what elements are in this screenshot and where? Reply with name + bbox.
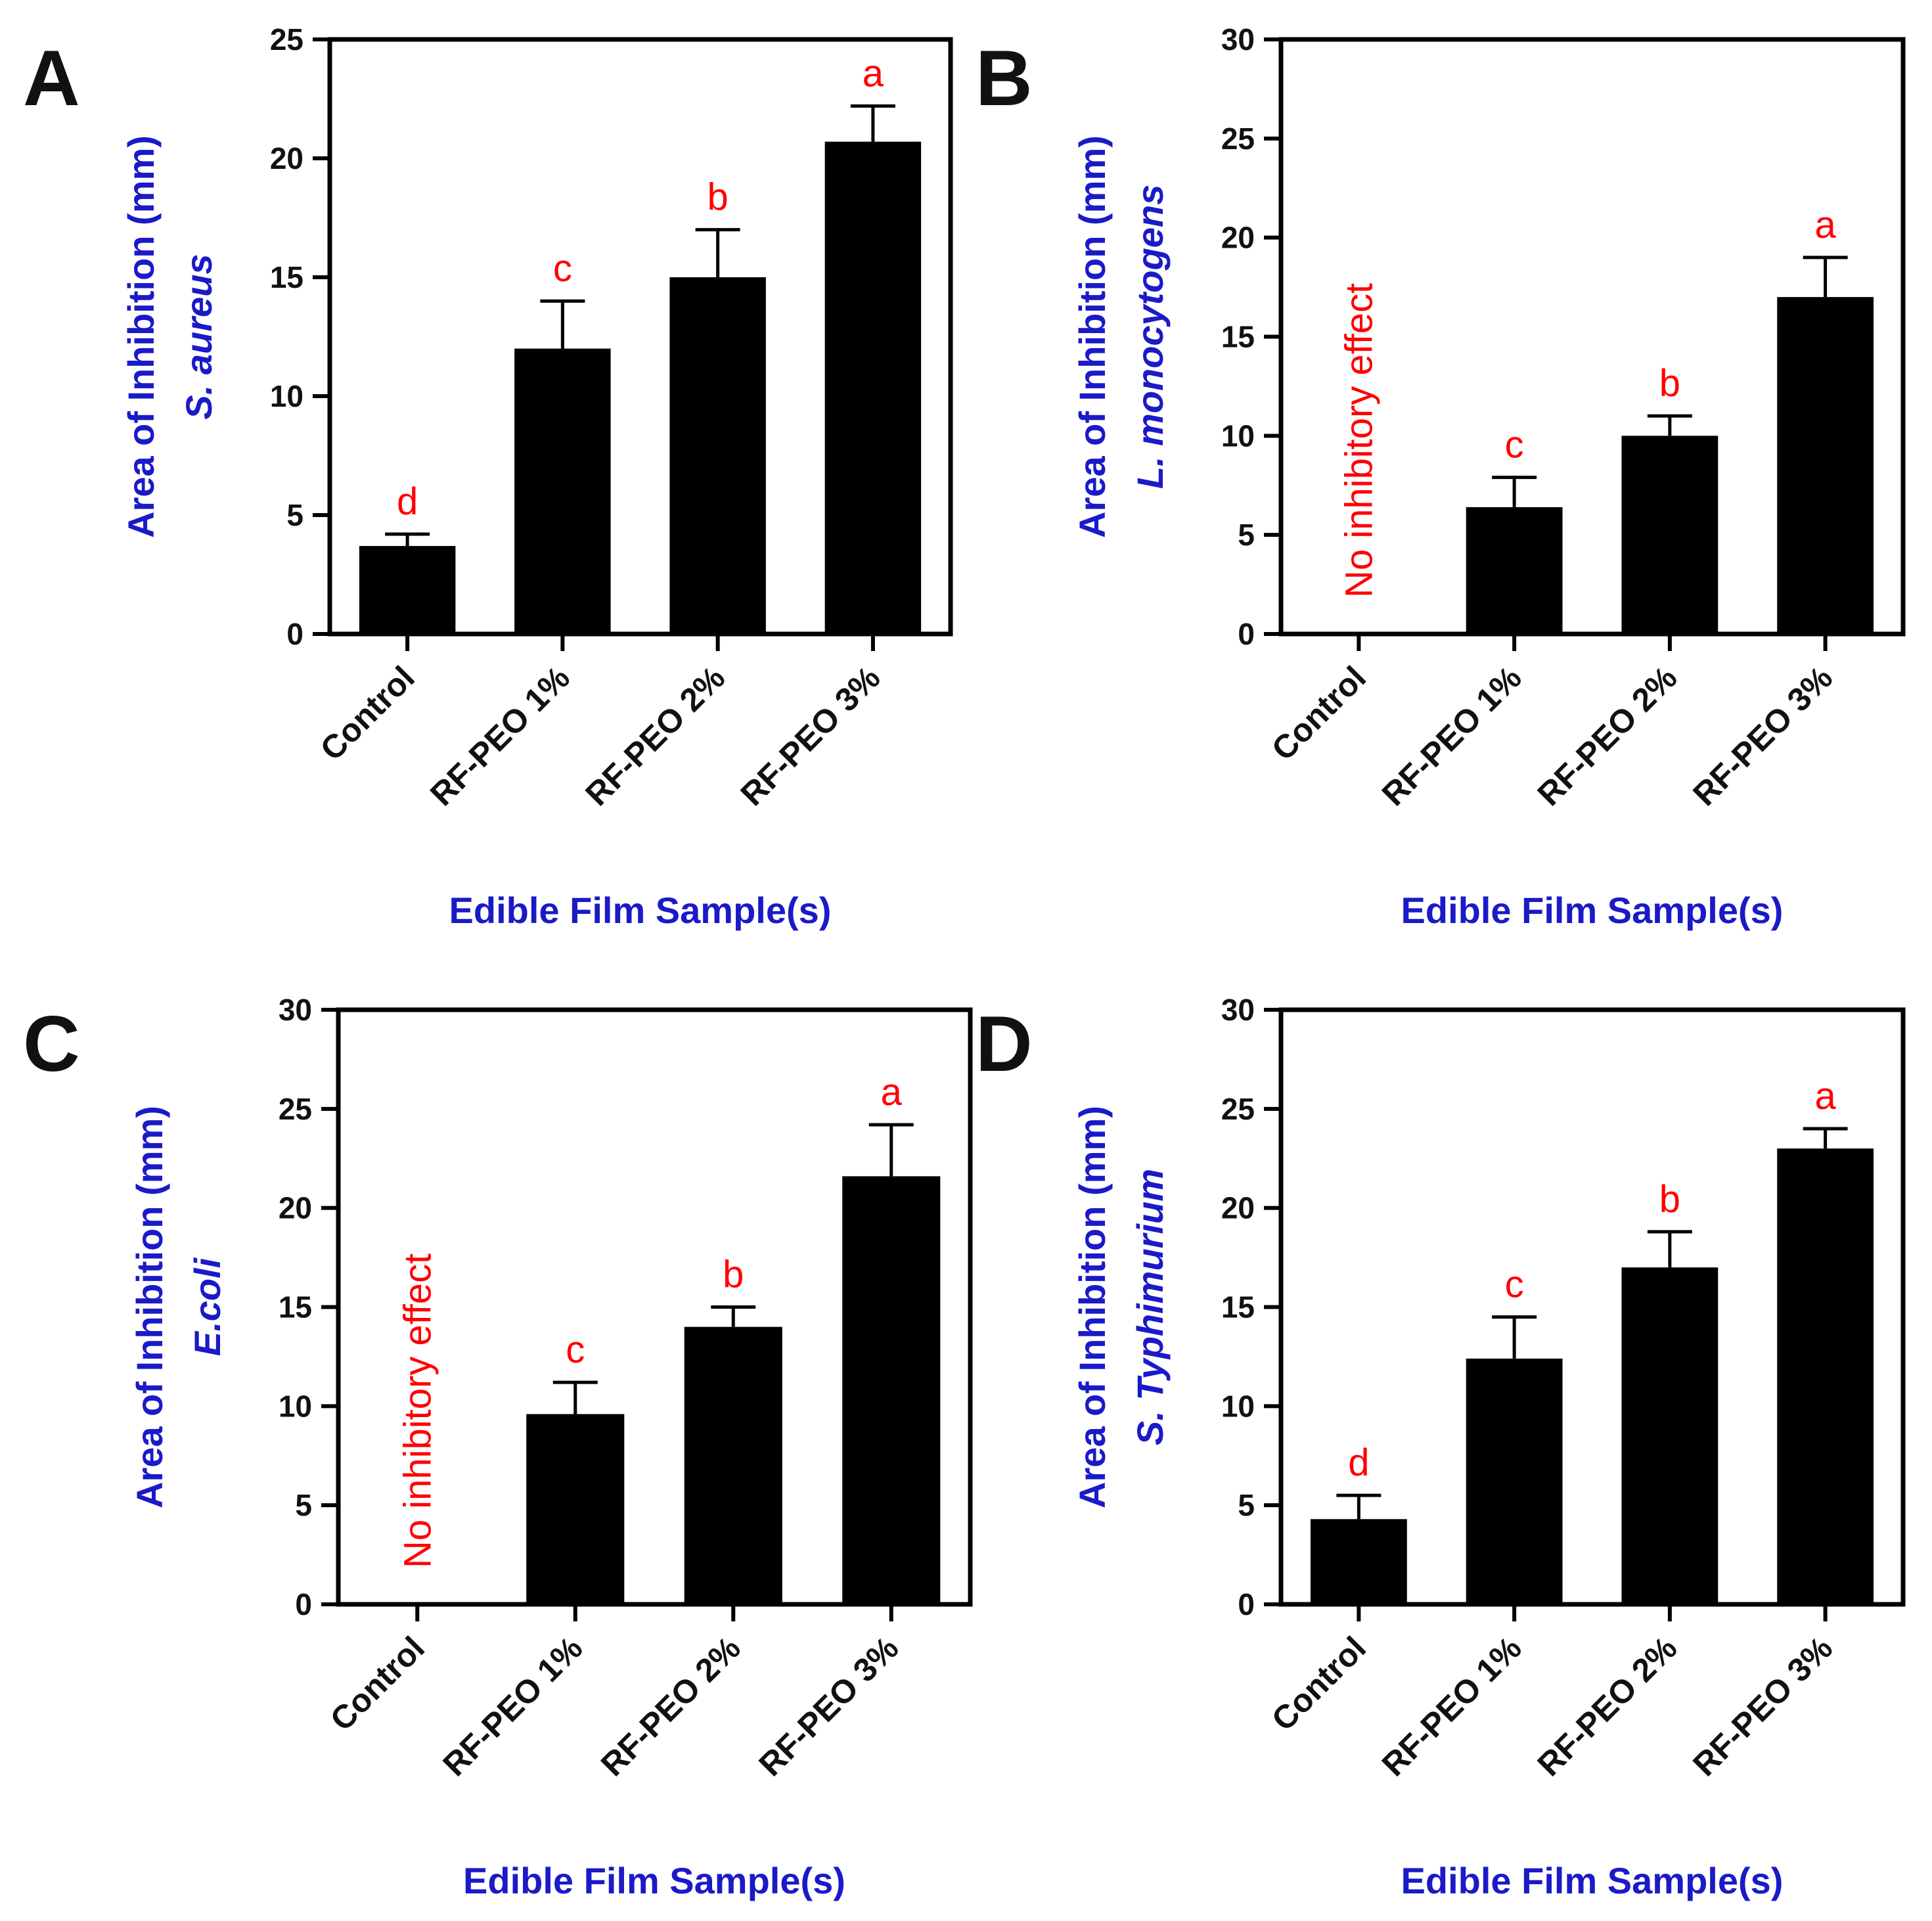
chart-panel-b: B 0 5 10 15 20 25 30 Control c RF-PEO 1% b RF-PEO 2%… [976,22,1906,931]
y-tick-label: 0 [295,1587,312,1621]
y-tick-label: 30 [279,993,312,1027]
y-axis-organism: L. monocytogens [1129,185,1171,489]
plot-frame [327,37,953,637]
significance-letter: a [1814,204,1836,246]
significance-letter: b [1659,1178,1680,1221]
y-tick-label: 20 [1221,1191,1255,1225]
significance-letter: c [553,247,572,290]
y-tick-label: 25 [279,1092,312,1126]
y-tick-label: 10 [279,1389,312,1423]
y-tick-label: 0 [1238,617,1255,651]
x-axis-title: Edible Film Sample(s) [1401,890,1784,931]
category-label: RF-PEO 3% [1686,1629,1839,1783]
bar-rf-peo-3- [824,141,922,634]
bar-rf-peo-1- [514,348,611,634]
y-tick-label: 15 [1221,320,1255,354]
y-tick-label: 20 [1221,221,1255,255]
y-tick-label: 30 [1221,22,1255,56]
bar-rf-peo-1- [526,1414,625,1604]
bar-rf-peo-1- [1466,1358,1563,1604]
y-tick-label: 0 [1238,1587,1255,1621]
y-tick-label: 5 [295,1488,312,1522]
y-tick-label: 15 [1221,1290,1255,1324]
y-axis-organism: E.coli [187,1257,228,1356]
category-label: RF-PEO 3% [1686,659,1839,813]
category-label: RF-PEO 1% [436,1629,589,1783]
category-label: RF-PEO 3% [734,659,887,813]
y-tick-label: 25 [270,22,303,56]
significance-letter: d [397,480,418,523]
y-tick-label: 20 [279,1191,312,1225]
y-tick-label: 15 [279,1290,312,1324]
y-tick-label: 20 [270,141,303,175]
significance-letter: a [863,52,884,95]
bar-rf-peo-3- [842,1176,941,1604]
significance-letter: c [566,1328,585,1371]
bar-rf-peo-3- [1777,297,1874,635]
significance-letter: c [1505,424,1524,466]
y-tick-label: 15 [270,260,303,294]
chart-panel-d: D 0 5 10 15 20 25 30 d Control c RF-PEO 1% b RF-PEO 2… [976,993,1906,1901]
category-label: Control [1265,1629,1373,1738]
y-axis-organism: S. aureus [178,254,219,419]
panel-letter: C [23,1000,80,1088]
significance-letter: c [1505,1263,1524,1306]
y-axis-organism: S. Typhimurium [1129,1169,1171,1445]
y-tick-label: 25 [1221,122,1255,156]
y-axis-title: Area of Inhibition (mm) [1071,1106,1113,1508]
no-effect-note: No inhibitory effect [396,1254,439,1568]
y-tick-label: 5 [286,498,303,532]
significance-letter: b [1659,362,1680,405]
panel-letter: A [23,34,80,122]
y-axis-title: Area of Inhibition (mm) [120,135,162,538]
y-tick-label: 5 [1238,1488,1255,1522]
significance-letter: b [707,176,728,219]
bar-rf-peo-2- [1621,1267,1719,1604]
y-axis-title: Area of Inhibition (mm) [129,1106,170,1508]
y-tick-label: 30 [1221,993,1255,1027]
bar-rf-peo-2- [1621,436,1719,634]
y-tick-label: 0 [286,617,303,651]
chart-panel-c: C 0 5 10 15 20 25 30 Control c RF-PEO 1% b RF-PEO 2%… [23,993,973,1901]
category-label: Control [323,1629,432,1738]
y-tick-label: 5 [1238,518,1255,552]
bar-rf-peo-2- [684,1326,782,1604]
significance-letter: d [1348,1441,1369,1484]
x-axis-title: Edible Film Sample(s) [463,1860,845,1901]
y-tick-label: 10 [1221,1389,1255,1423]
y-tick-label: 10 [270,379,303,413]
category-label: RF-PEO 1% [1375,1629,1529,1783]
category-label: RF-PEO 2% [578,659,732,813]
bar-rf-peo-1- [1466,507,1563,634]
y-tick-label: 25 [1221,1092,1255,1126]
category-label: RF-PEO 1% [1375,659,1529,813]
panel-letter: B [976,34,1033,122]
bar-rf-peo-2- [669,277,766,634]
category-label: RF-PEO 2% [1531,1629,1684,1783]
category-label: RF-PEO 3% [752,1629,905,1783]
category-label: Control [313,659,422,767]
no-effect-note: No inhibitory effect [1337,283,1380,598]
category-label: Control [1265,659,1373,767]
x-axis-title: Edible Film Sample(s) [1401,1860,1784,1901]
y-axis-title: Area of Inhibition (mm) [1071,135,1113,538]
category-label: RF-PEO 1% [423,659,577,813]
category-label: RF-PEO 2% [1531,659,1684,813]
significance-letter: a [881,1071,903,1114]
panel-letter: D [976,1000,1033,1088]
chart-panel-a: A 0 5 10 15 20 25 d Control c RF-PEO 1% b RF-PEO 2% a… [23,22,953,931]
significance-letter: a [1814,1075,1836,1118]
x-axis-title: Edible Film Sample(s) [449,890,832,931]
significance-letter: b [723,1254,744,1296]
bar-rf-peo-3- [1777,1148,1874,1604]
y-tick-label: 10 [1221,418,1255,453]
category-label: RF-PEO 2% [594,1629,748,1783]
bar-control [359,546,456,634]
bar-control [1310,1519,1407,1604]
